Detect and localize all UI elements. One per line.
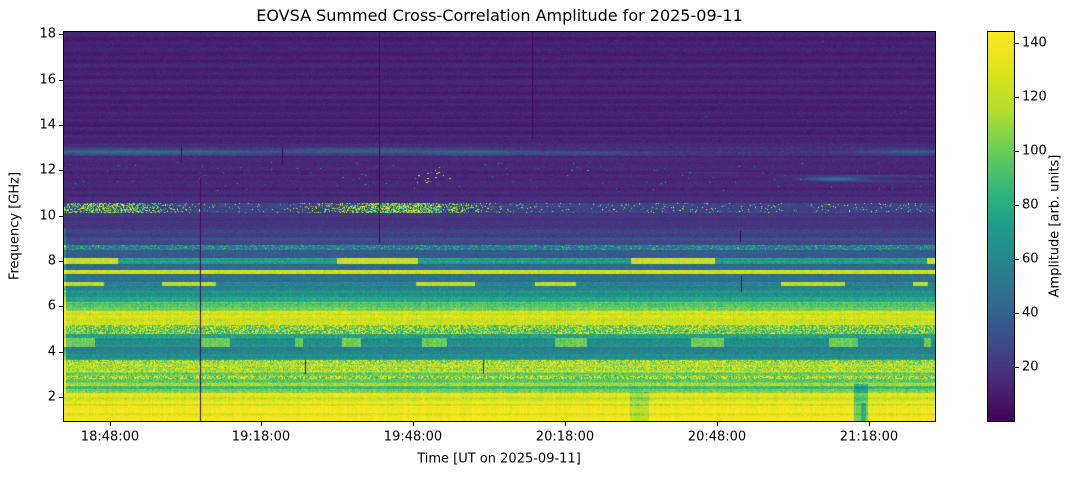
colorbar-tick-label: 100 xyxy=(1022,143,1047,159)
y-tick-label: 14 xyxy=(39,117,56,133)
x-tick-label: 18:48:00 xyxy=(80,429,140,445)
x-tick-label: 20:18:00 xyxy=(535,429,595,445)
y-tick-mark xyxy=(59,306,63,307)
y-tick-label: 6 xyxy=(47,298,56,314)
colorbar-tick-label: 20 xyxy=(1022,359,1039,375)
colorbar-tick-mark xyxy=(1015,43,1019,44)
y-tick-mark xyxy=(59,80,63,81)
colorbar-canvas xyxy=(988,32,1014,421)
colorbar-tick-mark xyxy=(1015,97,1019,98)
y-tick-label: 16 xyxy=(39,72,56,88)
colorbar-tick-mark xyxy=(1015,151,1019,152)
colorbar-tick-mark xyxy=(1015,367,1019,368)
colorbar-label: Amplitude [arb. units] xyxy=(1047,154,1063,298)
y-tick-mark xyxy=(59,216,63,217)
x-tick-mark xyxy=(717,422,718,426)
x-tick-mark xyxy=(110,422,111,426)
y-tick-mark xyxy=(59,397,63,398)
x-axis-label: Time [UT on 2025-09-11] xyxy=(417,451,581,467)
y-tick-mark xyxy=(59,34,63,35)
x-tick-mark xyxy=(413,422,414,426)
y-tick-label: 2 xyxy=(47,389,56,405)
colorbar-frame xyxy=(987,31,1015,422)
y-tick-mark xyxy=(59,352,63,353)
y-tick-mark xyxy=(59,170,63,171)
y-tick-label: 8 xyxy=(47,253,56,269)
chart-title: EOVSA Summed Cross-Correlation Amplitude… xyxy=(256,6,743,25)
axes-frame xyxy=(63,31,936,422)
x-tick-label: 20:48:00 xyxy=(687,429,747,445)
colorbar-tick-label: 40 xyxy=(1022,305,1039,321)
colorbar-tick-label: 60 xyxy=(1022,251,1039,267)
y-tick-mark xyxy=(59,125,63,126)
x-tick-mark xyxy=(261,422,262,426)
y-tick-label: 4 xyxy=(47,344,56,360)
x-tick-mark xyxy=(565,422,566,426)
colorbar-tick-mark xyxy=(1015,205,1019,206)
x-tick-label: 19:48:00 xyxy=(383,429,443,445)
x-tick-label: 19:18:00 xyxy=(231,429,291,445)
x-tick-mark xyxy=(869,422,870,426)
y-tick-label: 18 xyxy=(39,26,56,42)
y-tick-label: 10 xyxy=(39,208,56,224)
y-tick-label: 12 xyxy=(39,162,56,178)
colorbar-tick-mark xyxy=(1015,313,1019,314)
colorbar-tick-mark xyxy=(1015,259,1019,260)
x-tick-label: 21:18:00 xyxy=(839,429,899,445)
y-axis-label: Frequency [GHz] xyxy=(7,171,23,281)
y-tick-mark xyxy=(59,261,63,262)
colorbar-tick-label: 140 xyxy=(1022,35,1047,51)
spectrogram-canvas xyxy=(64,32,935,421)
colorbar-tick-label: 120 xyxy=(1022,89,1047,105)
colorbar-tick-label: 80 xyxy=(1022,197,1039,213)
